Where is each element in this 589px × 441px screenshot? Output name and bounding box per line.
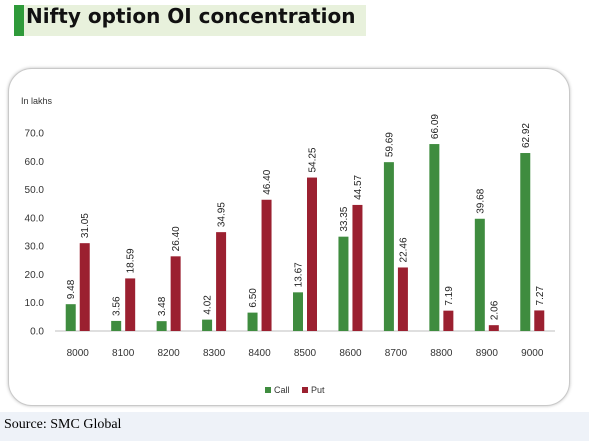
put-bar <box>170 256 181 331</box>
source-bar <box>0 412 589 441</box>
put-bar <box>261 199 272 331</box>
x-tick-label: 8400 <box>248 348 271 359</box>
put-data-label: 46.40 <box>262 169 273 194</box>
y-tick-label: 50.0 <box>25 185 45 196</box>
call-legend-swatch <box>265 387 271 393</box>
put-bar <box>488 325 499 331</box>
y-tick-label: 70.0 <box>25 129 45 140</box>
call-data-label: 4.02 <box>203 295 214 315</box>
y-tick-label: 40.0 <box>25 213 45 224</box>
put-bar <box>397 267 408 331</box>
x-tick-label: 8100 <box>112 348 135 359</box>
put-data-label: 2.06 <box>489 300 500 320</box>
x-tick-label: 9000 <box>521 348 544 359</box>
put-data-label: 26.40 <box>171 226 182 251</box>
put-legend-label: Put <box>311 385 325 395</box>
page-title: Nifty option OI concentration <box>26 4 356 28</box>
x-tick-label: 8700 <box>385 348 408 359</box>
call-data-label: 6.50 <box>248 288 259 308</box>
put-bar <box>79 243 90 331</box>
call-data-label: 62.92 <box>521 123 532 148</box>
y-unit-label: In lakhs <box>21 96 53 106</box>
put-bar <box>443 310 454 331</box>
call-bar <box>247 312 258 331</box>
call-bar <box>293 292 303 331</box>
y-tick-label: 60.0 <box>25 157 45 168</box>
x-tick-label: 8500 <box>294 348 317 359</box>
call-data-label: 39.68 <box>475 188 486 213</box>
call-bar <box>156 321 167 331</box>
put-data-label: 54.25 <box>308 147 319 172</box>
x-tick-label: 8300 <box>203 348 226 359</box>
y-tick-label: 0.0 <box>30 327 44 338</box>
put-bar <box>125 278 136 331</box>
put-data-label: 7.19 <box>444 286 455 306</box>
y-tick-label: 20.0 <box>25 270 45 281</box>
put-bar <box>534 310 545 331</box>
call-bar <box>111 320 122 331</box>
call-data-label: 3.48 <box>157 296 168 316</box>
x-tick-label: 8900 <box>476 348 499 359</box>
put-data-label: 34.95 <box>217 202 228 227</box>
call-bar <box>202 319 213 331</box>
call-data-label: 66.09 <box>430 114 441 139</box>
x-tick-label: 8600 <box>339 348 362 359</box>
call-data-label: 3.56 <box>112 296 123 316</box>
call-bar <box>474 218 485 331</box>
call-bar <box>383 162 394 331</box>
call-data-label: 59.69 <box>384 132 395 157</box>
put-data-label: 44.57 <box>353 174 364 199</box>
put-data-label: 7.27 <box>535 286 546 306</box>
call-bar <box>429 144 440 331</box>
put-data-label: 22.46 <box>398 237 409 262</box>
put-data-label: 31.05 <box>80 213 91 238</box>
title-bar <box>14 5 366 36</box>
call-bar <box>520 153 531 331</box>
call-data-label: 13.67 <box>294 262 305 287</box>
y-tick-label: 30.0 <box>25 242 45 253</box>
put-bar <box>216 232 227 331</box>
put-data-label: 18.59 <box>126 248 137 273</box>
put-legend-swatch <box>302 387 308 393</box>
source-note: Source: SMC Global <box>4 417 122 432</box>
x-tick-label: 8000 <box>67 348 90 359</box>
x-tick-label: 8200 <box>158 348 181 359</box>
call-data-label: 9.48 <box>66 279 77 299</box>
x-tick-label: 8800 <box>430 348 453 359</box>
put-bar <box>307 177 317 331</box>
call-data-label: 33.35 <box>339 206 350 231</box>
call-bar <box>338 236 349 331</box>
put-bar <box>352 204 363 331</box>
y-tick-label: 10.0 <box>25 298 45 309</box>
call-bar <box>65 304 76 331</box>
call-legend-label: Call <box>274 385 290 395</box>
